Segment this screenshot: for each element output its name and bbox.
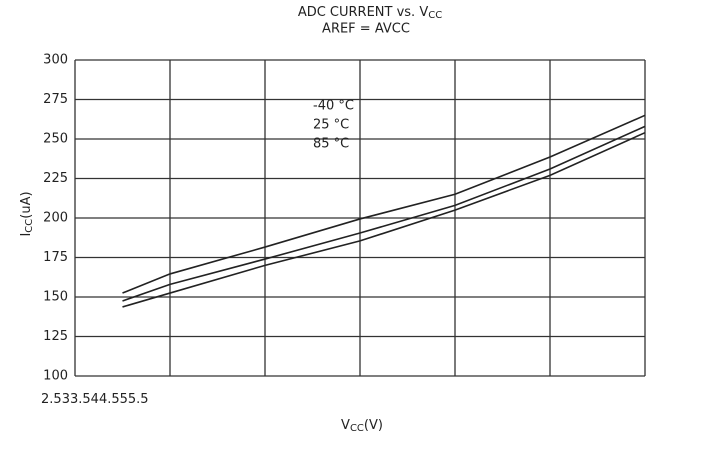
x-tick-label: 5.5: [128, 392, 149, 407]
y-label-sub: CC: [24, 219, 35, 233]
x-tick-labels: 2.533.544.555.5: [41, 392, 149, 407]
y-tick-label: 300: [43, 53, 68, 68]
x-tick-label: 4.5: [99, 392, 120, 407]
chart-title: ADC CURRENT vs. VCC: [298, 5, 442, 22]
y-tick-label: 275: [43, 92, 68, 107]
legend-label: 85 °C: [313, 137, 349, 152]
x-label-main: V: [341, 418, 350, 433]
x-tick-label: 3.5: [70, 392, 91, 407]
y-tick-label: 175: [43, 250, 68, 265]
y-tick-label: 100: [43, 369, 68, 384]
y-tick-label: 125: [43, 329, 68, 344]
title-main: ADC CURRENT vs. V: [298, 5, 429, 20]
x-tick-label: 2.5: [41, 392, 62, 407]
legend-label: 25 °C: [313, 118, 349, 133]
x-label-sub: CC: [350, 423, 364, 434]
y-label-main: I: [19, 233, 34, 237]
y-axis-label: ICC(uA): [19, 191, 36, 236]
x-axis-label: VCC(V): [341, 418, 383, 435]
x-tick-label: 4: [91, 392, 99, 407]
series-line: [122, 131, 646, 308]
y-tick-label: 150: [43, 290, 68, 305]
x-tick-label: 3: [62, 392, 70, 407]
legend-label: -40 °C: [313, 99, 354, 114]
series-line: [122, 125, 646, 302]
x-tick-label: 5: [120, 392, 128, 407]
title-sub: CC: [428, 10, 442, 21]
y-tick-label: 250: [43, 132, 68, 147]
x-label-unit: (V): [364, 418, 383, 433]
series-line: [122, 114, 646, 294]
y-tick-label: 225: [43, 171, 68, 186]
y-label-unit: (uA): [19, 191, 34, 218]
chart-subtitle: AREF = AVCC: [322, 22, 410, 37]
y-tick-label: 200: [43, 211, 68, 226]
